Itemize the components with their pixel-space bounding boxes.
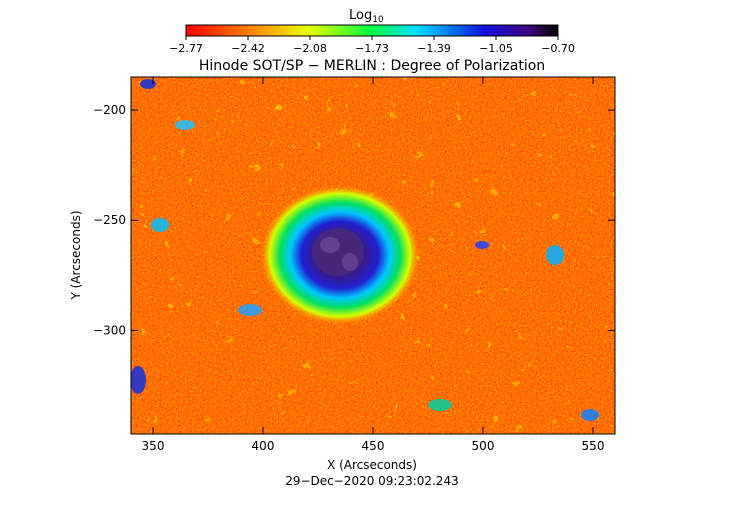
colorbar-tick-label: −1.73 xyxy=(355,42,389,55)
y-tick-label: −200 xyxy=(93,103,126,117)
colorbar-tick-label: −1.39 xyxy=(417,42,451,55)
timestamp: 29−Dec−2020 09:23:02.243 xyxy=(285,474,459,488)
y-tick-label: −300 xyxy=(93,323,126,337)
x-tick-label: 550 xyxy=(582,439,605,453)
x-tick-label: 350 xyxy=(142,439,165,453)
x-tick-label: 500 xyxy=(472,439,495,453)
colorbar-tick-label: −2.42 xyxy=(231,42,265,55)
y-tick-label: −250 xyxy=(93,213,126,227)
colorbar-tick-label: −2.77 xyxy=(169,42,203,55)
plot-title: Hinode SOT/SP − MERLIN : Degree of Polar… xyxy=(199,58,545,74)
polarization-map xyxy=(131,77,615,434)
x-axis-label: X (Arcseconds) xyxy=(327,458,417,472)
colorbar-tick-label: −2.08 xyxy=(293,42,327,55)
colorbar-tick-label: −0.70 xyxy=(541,42,575,55)
x-tick-label: 400 xyxy=(252,439,275,453)
colorbar-tick-label: −1.05 xyxy=(479,42,513,55)
x-tick-label: 450 xyxy=(362,439,385,453)
x-axis: 350 400 450 500 550 xyxy=(142,77,605,453)
y-axis: −200 −250 −300 xyxy=(93,103,615,337)
y-axis-label: Y (Arcseconds) xyxy=(69,210,83,300)
colorbar xyxy=(185,24,559,37)
colorbar-title: Log10 xyxy=(349,8,384,25)
colorbar-ticks: −2.77 −2.42 −2.08 −1.73 −1.39 −1.05 −0.70 xyxy=(169,36,575,55)
